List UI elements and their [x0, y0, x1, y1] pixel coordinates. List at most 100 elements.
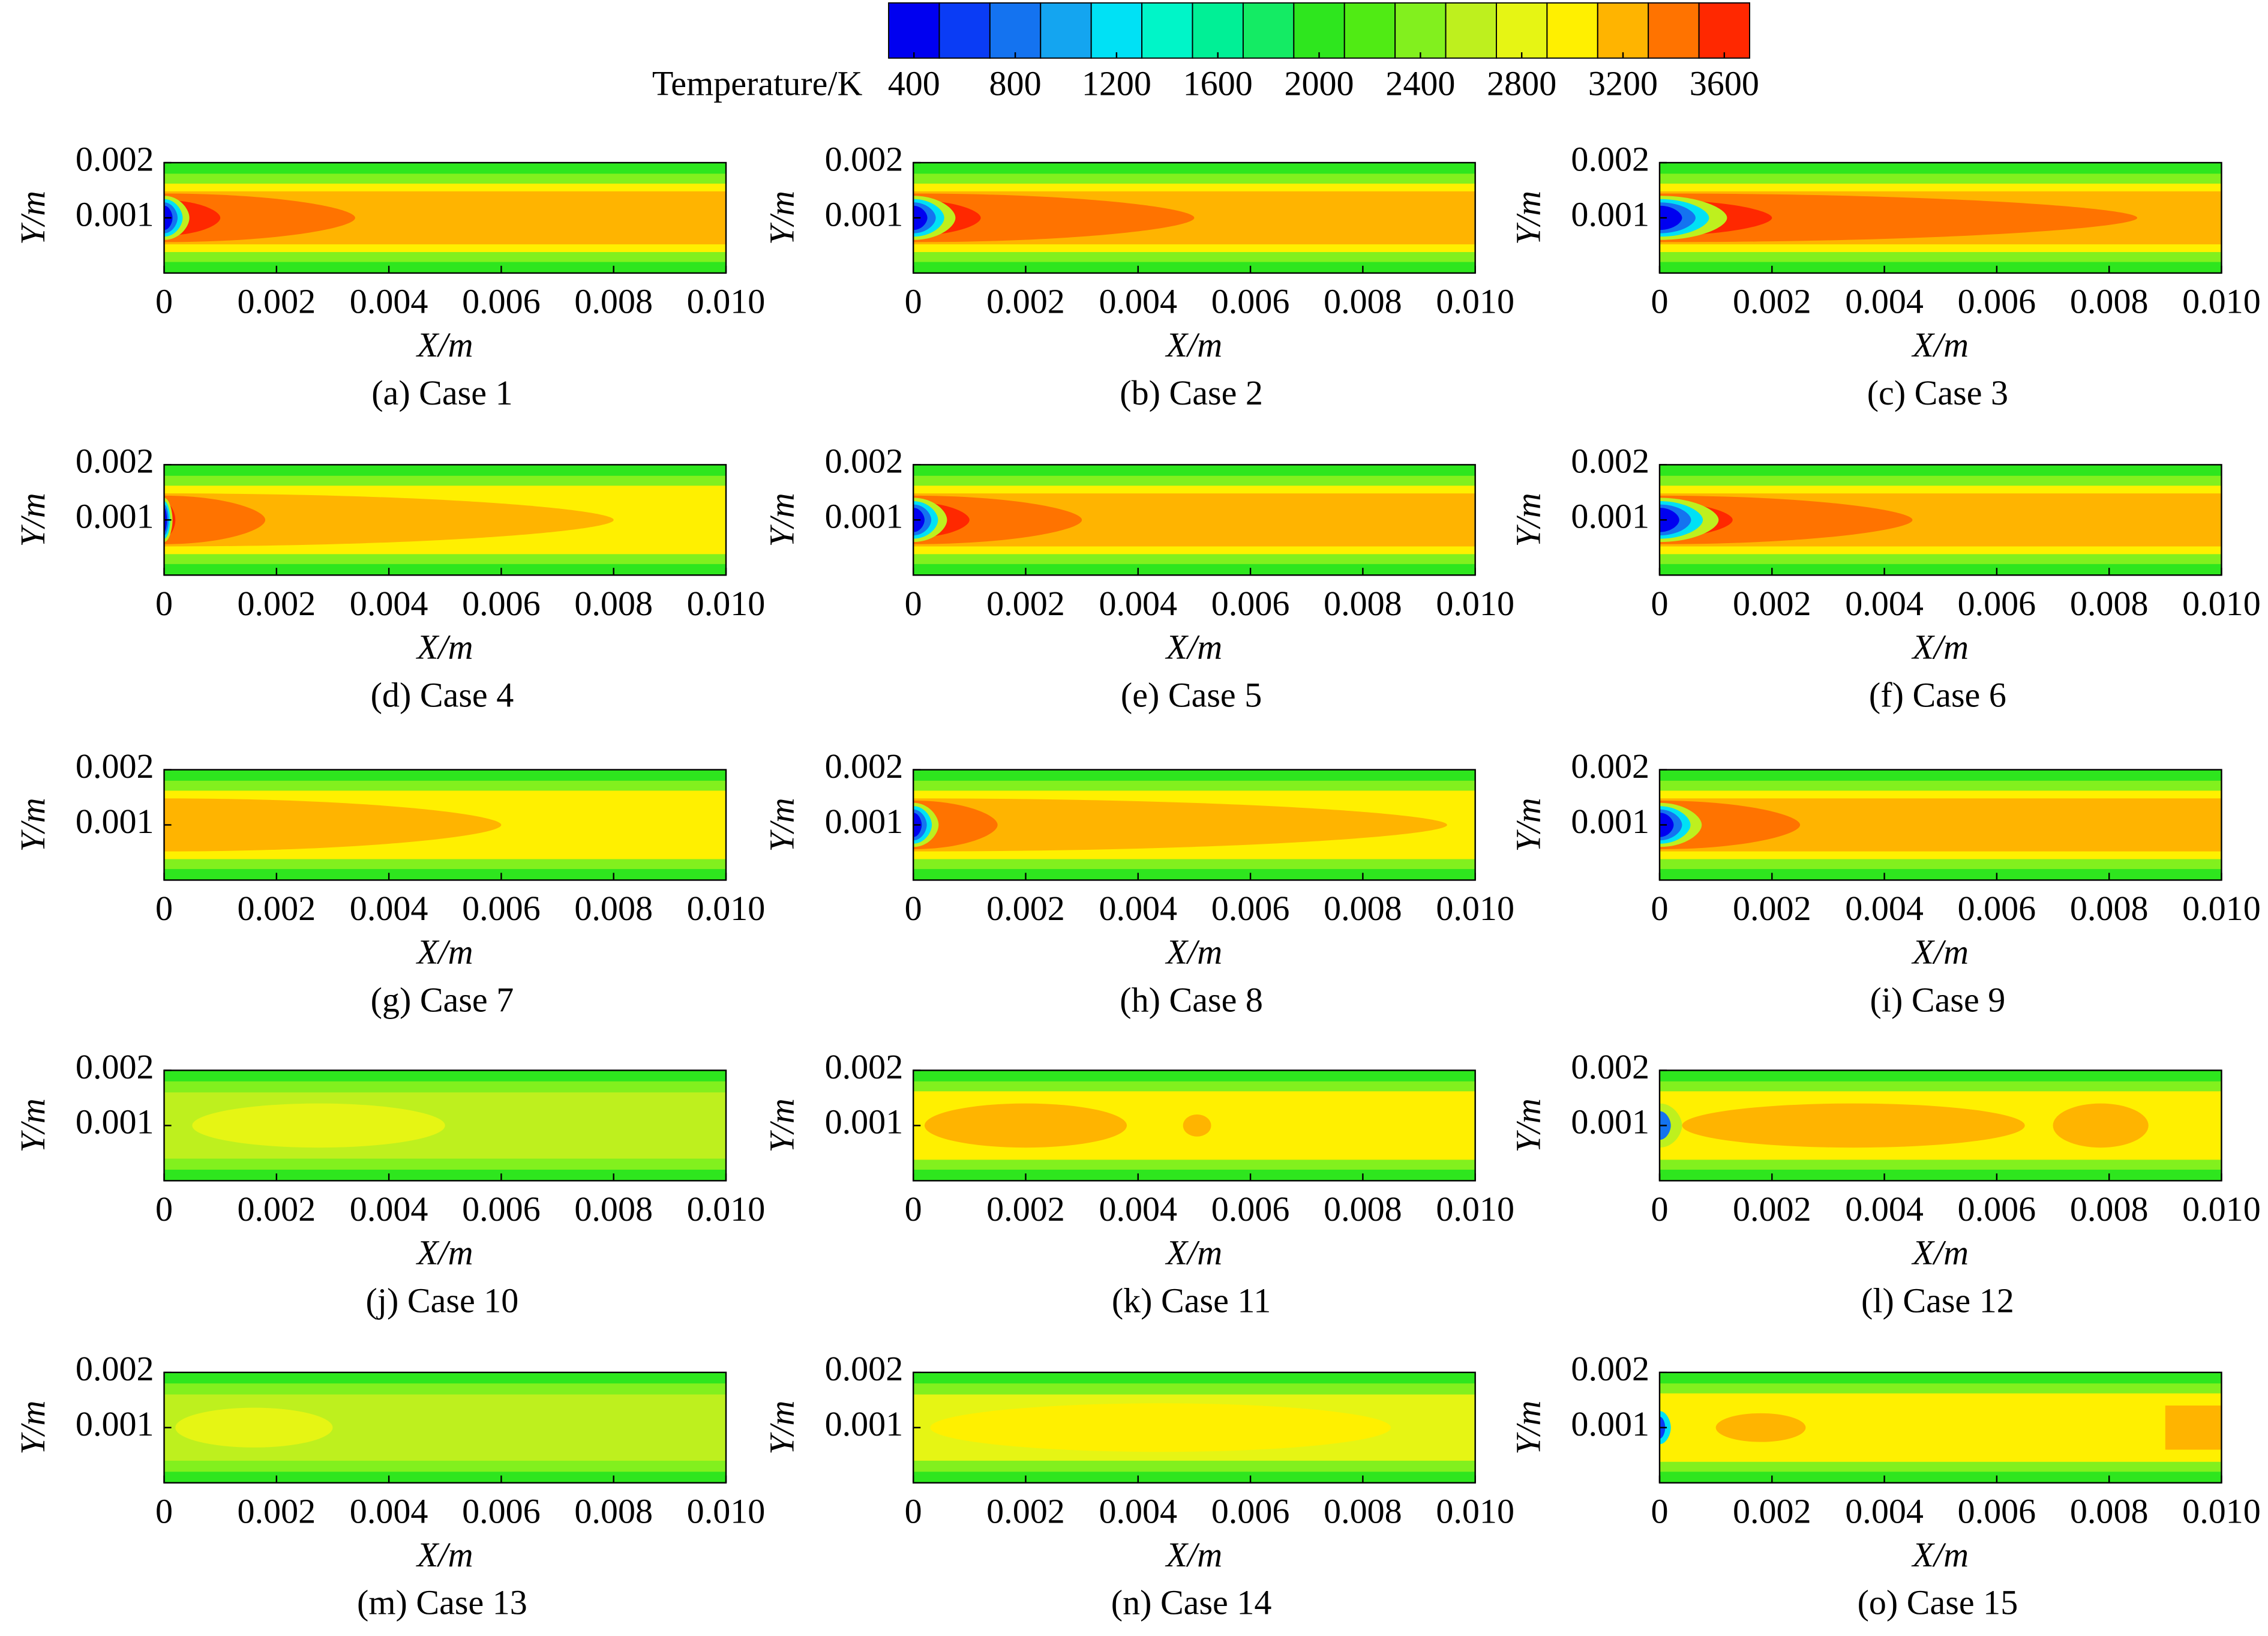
- x-tick-label: 0.010: [1436, 584, 1514, 623]
- y-axis-label: Y/m: [1508, 493, 1547, 547]
- y-axis-label: Y/m: [1508, 1098, 1547, 1152]
- x-tick-label: 0: [905, 282, 922, 321]
- colorbar-tick-label: 1600: [1183, 64, 1253, 103]
- x-tick-label: 0.008: [2070, 282, 2149, 321]
- contour-field: [164, 465, 727, 576]
- y-tick-label: 0.002: [1571, 1349, 1649, 1388]
- x-tick-label: 0: [1651, 889, 1668, 928]
- contour-band: [2165, 1405, 2222, 1450]
- x-tick-label: 0.002: [237, 1189, 316, 1229]
- contour-field: [913, 1070, 1475, 1181]
- y-axis-label: Y/m: [763, 1401, 802, 1455]
- y-tick-label: 0.001: [1571, 1102, 1649, 1141]
- x-tick-label: 0.008: [574, 1491, 653, 1530]
- y-tick-label: 0.001: [76, 1102, 154, 1141]
- y-tick-label: 0.002: [76, 1349, 154, 1388]
- colorbar-tick-label: 3600: [1690, 64, 1759, 103]
- x-axis-label: X/m: [1911, 1535, 1969, 1574]
- contour-band: [1659, 801, 1801, 849]
- x-tick-label: 0.002: [986, 282, 1065, 321]
- x-axis-label: X/m: [1911, 627, 1969, 666]
- x-axis-label: X/m: [416, 933, 473, 972]
- panel-caption: (o) Case 15: [1858, 1583, 2018, 1622]
- y-axis-label: Y/m: [763, 191, 802, 245]
- x-tick-label: 0.010: [1436, 282, 1514, 321]
- colorbar-tick-label: 2400: [1385, 64, 1455, 103]
- x-tick-label: 0: [155, 889, 173, 928]
- x-tick-label: 0.006: [462, 889, 541, 928]
- x-axis-label: X/m: [416, 1233, 473, 1272]
- y-tick-label: 0.001: [76, 1404, 154, 1443]
- x-tick-label: 0.004: [1099, 889, 1177, 928]
- x-tick-label: 0.002: [237, 584, 316, 623]
- panel-caption: (m) Case 13: [357, 1583, 527, 1622]
- contour-band: [2053, 1103, 2149, 1148]
- x-tick-label: 0.004: [1099, 1189, 1177, 1229]
- colorbar-band: [1698, 2, 1750, 59]
- y-axis-label: Y/m: [13, 1401, 52, 1455]
- contour-band: [164, 495, 266, 544]
- contour-field: [164, 1372, 727, 1483]
- y-tick-label: 0.001: [825, 1404, 904, 1443]
- y-axis-label: Y/m: [13, 191, 52, 245]
- y-tick-label: 0.001: [1571, 802, 1649, 841]
- x-tick-label: 0.004: [350, 889, 428, 928]
- panel-caption: (a) Case 1: [371, 373, 512, 412]
- y-axis-label: Y/m: [13, 1098, 52, 1152]
- colorbar-band: [1293, 2, 1345, 59]
- panel-caption: (f) Case 6: [1869, 675, 2006, 714]
- panel-caption: (k) Case 11: [1112, 1281, 1271, 1320]
- colorbar-band: [1192, 2, 1244, 59]
- x-tick-label: 0.002: [1733, 282, 1811, 321]
- contour-field: [164, 769, 727, 880]
- colorbar-tick-label: 3200: [1588, 64, 1658, 103]
- x-tick-label: 0: [905, 584, 922, 623]
- contour-band: [913, 801, 998, 849]
- x-tick-label: 0.008: [1324, 282, 1402, 321]
- y-axis-label: Y/m: [13, 798, 52, 852]
- y-tick-label: 0.001: [1571, 1404, 1649, 1443]
- colorbar-band: [1648, 2, 1700, 59]
- x-tick-label: 0: [1651, 1491, 1668, 1530]
- x-tick-label: 0.004: [350, 282, 428, 321]
- colorbar-band: [1090, 2, 1143, 59]
- colorbar-tick-label: 1200: [1082, 64, 1151, 103]
- contour-field: [1659, 465, 2222, 576]
- x-tick-label: 0.006: [1211, 1189, 1290, 1229]
- x-tick-label: 0.008: [1324, 1491, 1402, 1530]
- x-tick-label: 0.008: [574, 1189, 653, 1229]
- y-tick-label: 0.002: [825, 139, 904, 178]
- colorbar-tick-label: 400: [888, 64, 940, 103]
- x-tick-label: 0: [155, 1491, 173, 1530]
- x-tick-label: 0.006: [1958, 889, 2036, 928]
- colorbar-band: [938, 2, 991, 59]
- colorbar-band: [1496, 2, 1548, 59]
- x-tick-label: 0.010: [687, 1189, 766, 1229]
- y-axis-label: Y/m: [1508, 798, 1547, 852]
- colorbar-band: [1343, 2, 1396, 59]
- contour-band: [913, 193, 1195, 242]
- x-axis-label: X/m: [1911, 1233, 1969, 1272]
- y-axis-label: Y/m: [763, 798, 802, 852]
- y-tick-label: 0.002: [76, 442, 154, 481]
- x-tick-label: 0.006: [1958, 282, 2036, 321]
- y-tick-label: 0.002: [825, 442, 904, 481]
- contour-band: [192, 1103, 445, 1148]
- x-tick-label: 0.006: [1211, 889, 1290, 928]
- contour-band: [924, 1103, 1127, 1148]
- panel-caption: (h) Case 8: [1120, 980, 1263, 1019]
- colorbar-band: [1394, 2, 1447, 59]
- x-axis-label: X/m: [1911, 933, 1969, 972]
- x-tick-label: 0.006: [462, 282, 541, 321]
- y-tick-label: 0.001: [76, 497, 154, 536]
- contour-band: [164, 798, 502, 852]
- x-tick-label: 0.002: [1733, 584, 1811, 623]
- x-tick-label: 0.004: [1099, 584, 1177, 623]
- x-tick-label: 0.006: [462, 1189, 541, 1229]
- y-tick-label: 0.002: [1571, 139, 1649, 178]
- panel-caption: (n) Case 14: [1111, 1583, 1272, 1622]
- contour-field: [1659, 1372, 2222, 1483]
- x-tick-label: 0.006: [1211, 282, 1290, 321]
- x-tick-label: 0.010: [1436, 889, 1514, 928]
- x-tick-label: 0.006: [1958, 584, 2036, 623]
